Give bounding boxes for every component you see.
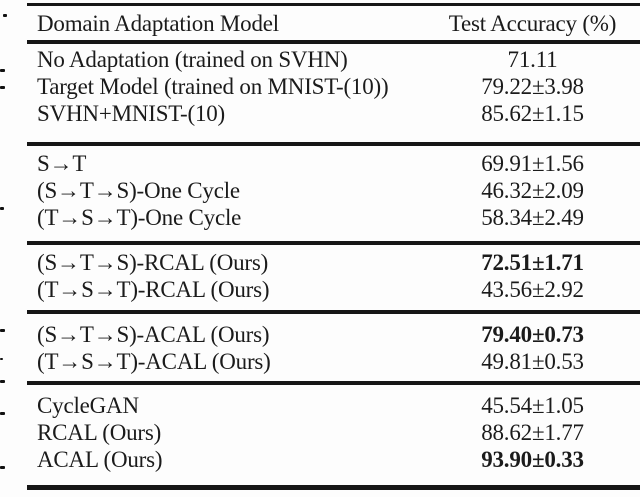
table-mid-rule-1 [27, 142, 640, 146]
table-bottom-rule [27, 485, 640, 490]
clipped-text-artifact [0, 69, 5, 72]
table-row: RCAL (Ours) 88.62±1.77 [27, 419, 640, 446]
table-row: (S→T→S)-ACAL (Ours) 79.40±0.73 [27, 321, 640, 348]
table-row: Target Model (trained on MNIST-(10)) 79.2… [27, 73, 640, 100]
table-row: ACAL (Ours) 93.90±0.33 [27, 446, 640, 473]
table-section-baselines: No Adaptation (trained on SVHN) 71.11 Targ… [27, 44, 640, 127]
model-cell: (S→T→S)-ACAL (Ours) [37, 322, 270, 347]
clipped-text-artifact [0, 466, 5, 469]
accuracy-cell: 43.56±2.92 [481, 277, 584, 302]
model-cell: SVHN+MNIST-(10) [37, 101, 226, 126]
model-cell: CycleGAN [37, 393, 139, 418]
table-section-rcal: (S→T→S)-RCAL (Ours) 72.51±1.71 (T→S→T)-RCA… [27, 245, 640, 303]
column-header-accuracy: Test Accuracy (%) [448, 10, 617, 36]
model-cell: No Adaptation (trained on SVHN) [37, 47, 348, 72]
accuracy-cell: 69.91±1.56 [481, 151, 584, 176]
model-cell: (S→T→S)-RCAL (Ours) [37, 250, 269, 275]
clipped-text-artifact [0, 207, 4, 210]
model-cell: (S→T→S)-One Cycle [37, 178, 240, 203]
table-row: (S→T→S)-RCAL (Ours) 72.51±1.71 [27, 249, 640, 276]
model-cell: Target Model (trained on MNIST-(10)) [37, 74, 389, 99]
clipped-text-artifact [0, 329, 5, 332]
clipped-text-artifact [0, 358, 3, 360]
clipped-text-artifact [3, 14, 7, 17]
model-cell: (T→S→T)-One Cycle [37, 205, 242, 230]
table-row: (T→S→T)-RCAL (Ours) 43.56±2.92 [27, 276, 640, 303]
table-row: No Adaptation (trained on SVHN) 71.11 [27, 46, 640, 73]
table-header-row: Domain Adaptation Model Test Accuracy (%… [27, 6, 640, 40]
accuracy-cell: 93.90±0.33 [481, 447, 584, 472]
table-row: (T→S→T)-One Cycle 58.34±2.49 [27, 204, 640, 231]
table-row: S→T 69.91±1.56 [27, 150, 640, 177]
table-row: SVHN+MNIST-(10) 85.62±1.15 [27, 100, 640, 127]
table-row: (S→T→S)-One Cycle 46.32±2.09 [27, 177, 640, 204]
table-header-rule [27, 40, 640, 44]
model-cell: (T→S→T)-ACAL (Ours) [37, 349, 271, 374]
table-mid-rule-3 [27, 310, 640, 314]
accuracy-cell: 49.81±0.53 [481, 349, 584, 374]
table-mid-rule-2 [27, 241, 640, 245]
table-section-cycle: S→T 69.91±1.56 (S→T→S)-One Cycle 46.32±2.09… [27, 146, 640, 231]
model-cell: (T→S→T)-RCAL (Ours) [37, 277, 270, 302]
table-mid-rule-4 [27, 381, 640, 385]
table-section-summary: CycleGAN 45.54±1.05 RCAL (Ours) 88.62±1.77 A… [27, 385, 640, 473]
table-top-rule [27, 3, 640, 6]
model-cell: S→T [37, 151, 87, 176]
results-table: Domain Adaptation Model Test Accuracy (%… [27, 0, 640, 497]
accuracy-cell: 88.62±1.77 [481, 420, 584, 445]
model-cell: RCAL (Ours) [37, 420, 162, 445]
accuracy-cell: 46.32±2.09 [481, 178, 584, 203]
clipped-text-artifact [0, 380, 5, 383]
column-header-model: Domain Adaptation Model [37, 10, 279, 36]
accuracy-cell: 58.34±2.49 [481, 205, 584, 230]
clipped-text-artifact [0, 86, 5, 89]
table-row: CycleGAN 45.54±1.05 [27, 392, 640, 419]
accuracy-cell: 72.51±1.71 [481, 250, 584, 275]
table-row: (T→S→T)-ACAL (Ours) 49.81±0.53 [27, 348, 640, 375]
table-section-acal: (S→T→S)-ACAL (Ours) 79.40±0.73 (T→S→T)-ACA… [27, 315, 640, 375]
model-cell: ACAL (Ours) [37, 447, 163, 472]
accuracy-cell: 45.54±1.05 [481, 393, 584, 418]
clipped-text-artifact [0, 412, 5, 415]
accuracy-cell: 79.22±3.98 [481, 74, 584, 99]
accuracy-cell: 71.11 [507, 47, 558, 72]
accuracy-cell: 79.40±0.73 [481, 322, 584, 347]
accuracy-cell: 85.62±1.15 [481, 101, 584, 126]
